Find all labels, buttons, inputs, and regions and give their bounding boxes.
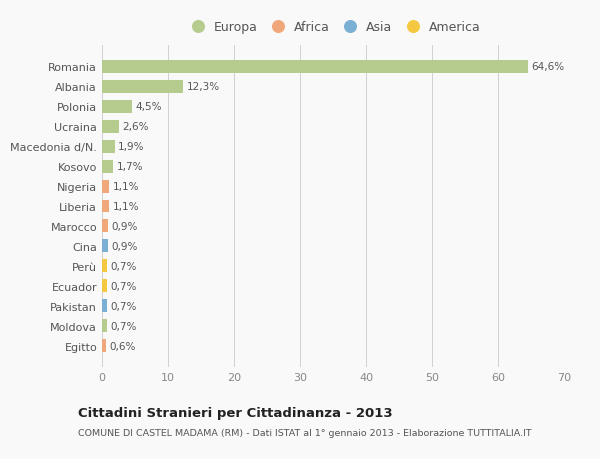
Legend: Europa, Africa, Asia, America: Europa, Africa, Asia, America xyxy=(182,17,484,37)
Text: 2,6%: 2,6% xyxy=(122,122,149,132)
Text: 0,6%: 0,6% xyxy=(109,341,136,351)
Text: 64,6%: 64,6% xyxy=(532,62,565,72)
Text: 1,7%: 1,7% xyxy=(116,162,143,172)
Bar xyxy=(102,180,109,193)
Bar xyxy=(102,240,108,253)
Text: Cittadini Stranieri per Cittadinanza - 2013: Cittadini Stranieri per Cittadinanza - 2… xyxy=(78,406,392,419)
Bar xyxy=(102,320,107,333)
Bar xyxy=(102,140,115,153)
Bar xyxy=(102,220,108,233)
Bar xyxy=(102,160,113,173)
Text: 0,7%: 0,7% xyxy=(110,281,136,291)
Bar xyxy=(102,340,106,353)
Bar xyxy=(102,101,132,113)
Text: 1,1%: 1,1% xyxy=(113,202,139,212)
Bar xyxy=(102,260,107,273)
Bar xyxy=(102,200,109,213)
Text: 12,3%: 12,3% xyxy=(187,82,220,92)
Text: 0,9%: 0,9% xyxy=(111,241,137,252)
Bar xyxy=(102,80,183,93)
Text: COMUNE DI CASTEL MADAMA (RM) - Dati ISTAT al 1° gennaio 2013 - Elaborazione TUTT: COMUNE DI CASTEL MADAMA (RM) - Dati ISTA… xyxy=(78,428,532,437)
Bar xyxy=(102,280,107,293)
Text: 0,7%: 0,7% xyxy=(110,301,136,311)
Bar xyxy=(102,120,119,133)
Text: 1,9%: 1,9% xyxy=(118,142,145,152)
Bar xyxy=(102,61,529,73)
Text: 1,1%: 1,1% xyxy=(113,182,139,191)
Text: 0,7%: 0,7% xyxy=(110,261,136,271)
Bar xyxy=(102,300,107,313)
Text: 0,9%: 0,9% xyxy=(111,222,137,231)
Text: 0,7%: 0,7% xyxy=(110,321,136,331)
Text: 4,5%: 4,5% xyxy=(135,102,161,112)
